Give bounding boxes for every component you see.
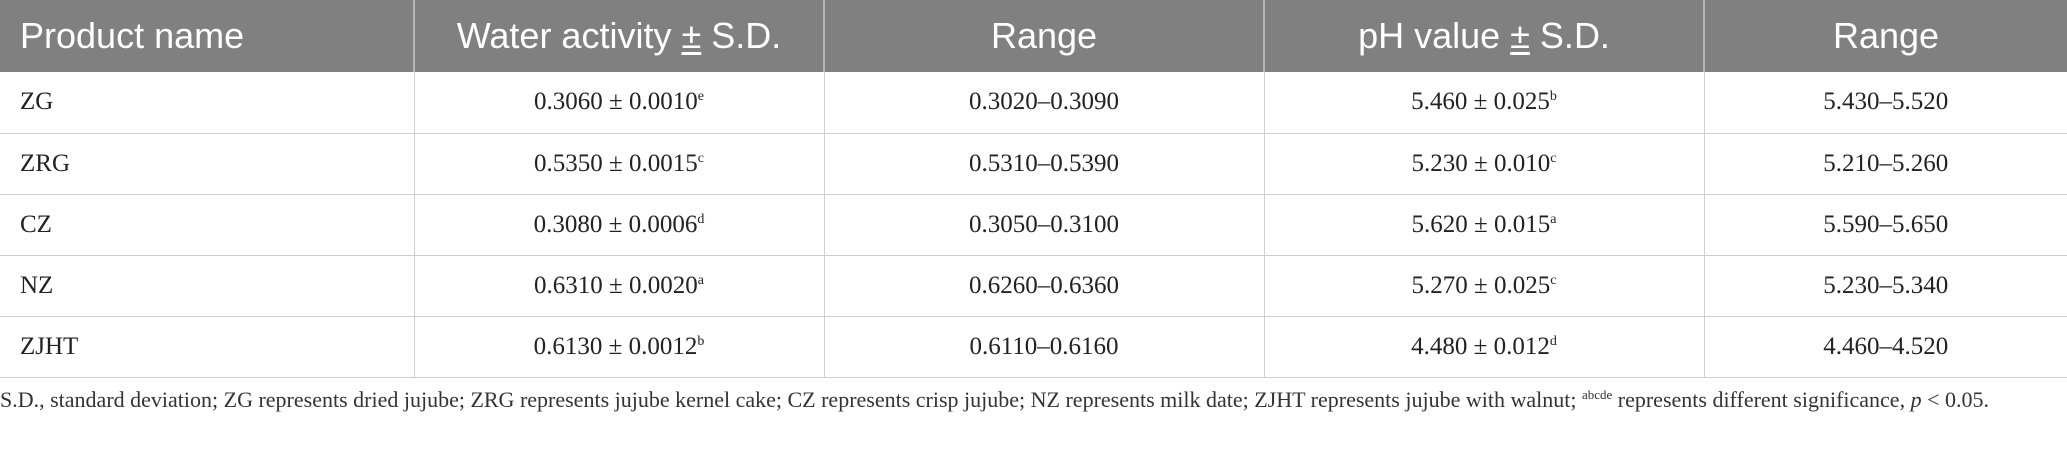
cell-ph-range: 5.230–5.340 bbox=[1704, 255, 2067, 317]
significance-letter: e bbox=[697, 89, 704, 105]
header-water-activity-pm: ± bbox=[681, 15, 702, 56]
header-ph-label: pH value bbox=[1358, 15, 1511, 56]
cell-value: 0.3080 ± 0.0006 bbox=[533, 210, 698, 238]
cell-aw-range: 0.3020–0.3090 bbox=[824, 72, 1265, 134]
footnote-text-1: S.D., standard deviation; ZG represents … bbox=[0, 387, 1582, 412]
table-footnote: S.D., standard deviation; ZG represents … bbox=[0, 383, 2050, 417]
header-water-activity-sd: S.D. bbox=[701, 15, 782, 56]
cell-product-name: NZ bbox=[0, 255, 415, 317]
cell-water-activity: 0.3080 ± 0.0006d bbox=[414, 194, 825, 256]
cell-water-activity: 0.6130 ± 0.0012b bbox=[414, 316, 825, 378]
cell-aw-range: 0.5310–0.5390 bbox=[824, 133, 1265, 195]
cell-value: 0.3060 ± 0.0010 bbox=[534, 88, 698, 116]
significance-letter: c bbox=[1550, 150, 1557, 166]
significance-letter: d bbox=[697, 211, 705, 227]
cell-value: 5.230 ± 0.010 bbox=[1411, 149, 1551, 177]
cell-ph-value: 4.480 ± 0.012d bbox=[1264, 316, 1705, 378]
footnote-p-italic: p bbox=[1910, 387, 1922, 412]
header-water-activity: Water activity ± S.D. bbox=[414, 0, 825, 72]
cell-water-activity: 0.5350 ± 0.0015c bbox=[414, 133, 825, 195]
cell-aw-range: 0.6260–0.6360 bbox=[824, 255, 1265, 317]
header-ph-value: pH value ± S.D. bbox=[1264, 0, 1705, 72]
header-range-ph: Range bbox=[1832, 15, 1940, 56]
table-row: ZJHT 0.6130 ± 0.0012b 0.6110–0.6160 4.48… bbox=[0, 316, 2067, 378]
data-table: Product name Water activity ± S.D. Range… bbox=[0, 0, 2067, 378]
footnote-text-3: < 0.05. bbox=[1921, 387, 1989, 412]
cell-product-name: ZRG bbox=[0, 133, 415, 195]
cell-ph-value: 5.230 ± 0.010c bbox=[1264, 133, 1705, 195]
cell-ph-range: 4.460–4.520 bbox=[1704, 316, 2067, 378]
cell-aw-range: 0.3050–0.3100 bbox=[824, 194, 1265, 256]
cell-ph-value: 5.270 ± 0.025c bbox=[1264, 255, 1705, 317]
significance-letter: b bbox=[1549, 89, 1557, 105]
header-ph-sd: S.D. bbox=[1529, 15, 1610, 56]
cell-ph-value: 5.620 ± 0.015a bbox=[1264, 194, 1705, 256]
table-row: ZG 0.3060 ± 0.0010e 0.3020–0.3090 5.460 … bbox=[0, 72, 2067, 134]
header-ph-pm: ± bbox=[1510, 15, 1530, 56]
cell-ph-range: 5.210–5.260 bbox=[1704, 133, 2067, 195]
header-product-name: Product name bbox=[0, 0, 415, 72]
cell-aw-range: 0.6110–0.6160 bbox=[824, 316, 1265, 378]
cell-product-name: CZ bbox=[0, 194, 415, 256]
cell-value: 4.480 ± 0.012 bbox=[1411, 332, 1550, 360]
header-range-aw: Range bbox=[824, 0, 1265, 72]
significance-letter: c bbox=[697, 150, 704, 166]
significance-letter: b bbox=[697, 333, 705, 349]
table-row: NZ 0.6310 ± 0.0020a 0.6260–0.6360 5.270 … bbox=[0, 255, 2067, 317]
cell-water-activity: 0.3060 ± 0.0010e bbox=[414, 72, 825, 134]
cell-value: 0.5350 ± 0.0015 bbox=[534, 149, 698, 177]
cell-value: 5.620 ± 0.015 bbox=[1411, 210, 1551, 238]
cell-value: 0.6130 ± 0.0012 bbox=[533, 332, 698, 360]
cell-ph-value: 5.460 ± 0.025b bbox=[1264, 72, 1705, 134]
cell-ph-range: 5.430–5.520 bbox=[1704, 72, 2067, 134]
cell-value: 0.6310 ± 0.0020 bbox=[534, 271, 698, 299]
footnote-text-2: represents different significance, bbox=[1612, 387, 1911, 412]
header-row: Product name Water activity ± S.D. Range… bbox=[0, 0, 2067, 72]
footnote-superscript: abcde bbox=[1581, 387, 1613, 402]
cell-value: 5.460 ± 0.025 bbox=[1411, 88, 1550, 116]
cell-product-name: ZJHT bbox=[0, 316, 415, 378]
significance-letter: a bbox=[1550, 211, 1557, 227]
table-body: ZG 0.3060 ± 0.0010e 0.3020–0.3090 5.460 … bbox=[0, 72, 2067, 378]
significance-letter: d bbox=[1549, 333, 1557, 349]
cell-ph-range: 5.590–5.650 bbox=[1704, 194, 2067, 256]
table-row: ZRG 0.5350 ± 0.0015c 0.5310–0.5390 5.230… bbox=[0, 133, 2067, 195]
header-water-activity-label: Water activity bbox=[456, 15, 682, 56]
cell-water-activity: 0.6310 ± 0.0020a bbox=[414, 255, 825, 317]
cell-product-name: ZG bbox=[0, 72, 415, 134]
significance-letter: a bbox=[697, 272, 704, 288]
data-table-container: Product name Water activity ± S.D. Range… bbox=[0, 0, 2067, 378]
cell-value: 5.270 ± 0.025 bbox=[1411, 271, 1551, 299]
table-header: Product name Water activity ± S.D. Range… bbox=[0, 0, 2067, 72]
table-row: CZ 0.3080 ± 0.0006d 0.3050–0.3100 5.620 … bbox=[0, 194, 2067, 256]
significance-letter: c bbox=[1550, 272, 1557, 288]
